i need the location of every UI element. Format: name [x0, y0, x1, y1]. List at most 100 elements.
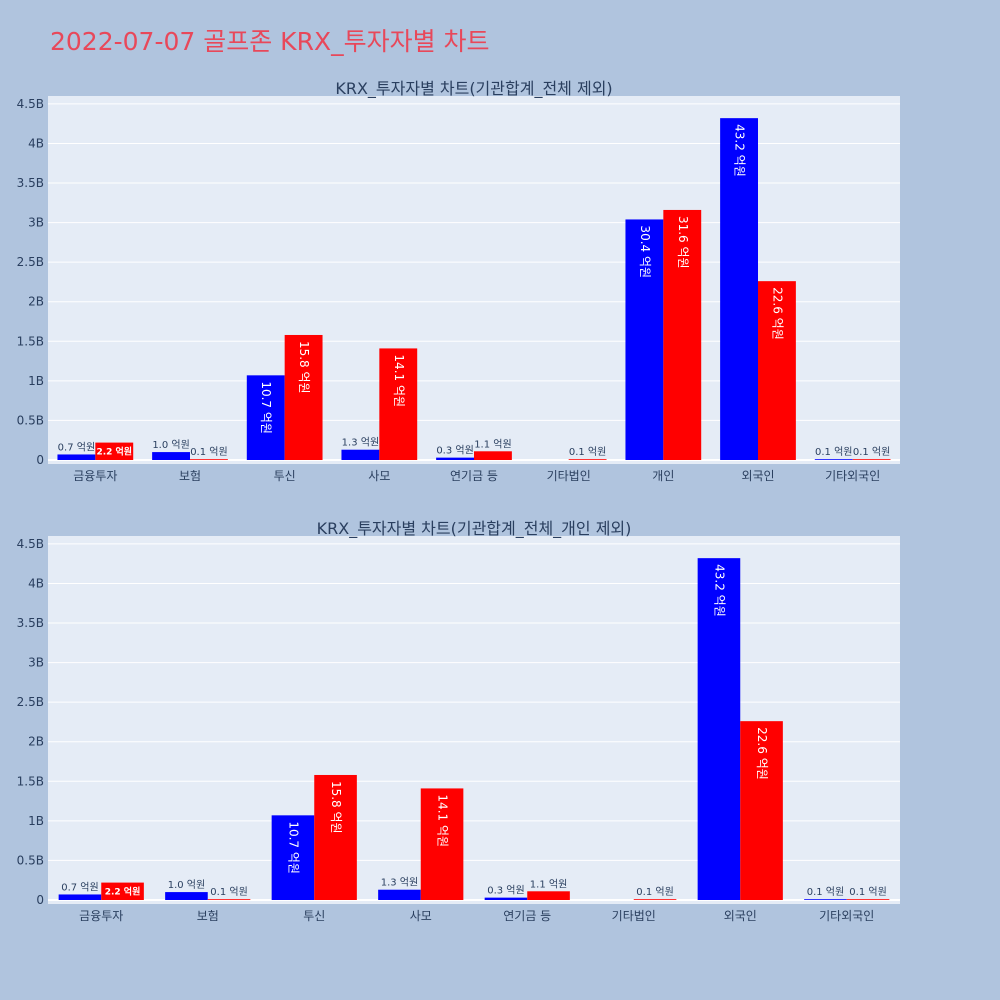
y-tick-label: 1B — [28, 814, 44, 828]
bar — [379, 348, 418, 460]
data-label: 31.6 억원 — [676, 216, 690, 269]
data-label: 15.8 억원 — [329, 781, 343, 834]
y-tick-label: 3B — [28, 656, 44, 670]
data-label: 0.1 억원 — [853, 446, 890, 458]
data-label: 0.1 억원 — [849, 886, 886, 898]
bar — [633, 899, 677, 900]
x-tick-label: 투신 — [274, 469, 296, 483]
y-tick-label: 4.5B — [17, 537, 44, 551]
bar — [341, 449, 380, 460]
data-label: 1.3 억원 — [381, 877, 418, 889]
bar — [484, 897, 528, 900]
data-label: 0.1 억원 — [636, 886, 673, 898]
y-tick-label: 4B — [28, 576, 44, 590]
data-label: 2.2 억원 — [96, 445, 132, 457]
x-tick-label: 금융투자 — [79, 909, 123, 923]
y-tick-label: 1B — [28, 374, 44, 388]
y-tick-label: 4.5B — [17, 97, 44, 111]
y-tick-label: 2B — [28, 735, 44, 749]
bar — [720, 118, 758, 460]
data-label: 0.7 억원 — [58, 441, 95, 453]
bar — [474, 451, 512, 460]
data-label: 43.2 억원 — [733, 124, 747, 177]
data-label: 10.7 억원 — [286, 821, 300, 874]
data-label: 0.3 억원 — [436, 445, 473, 457]
y-tick-label: 2.5B — [17, 695, 44, 709]
data-label: 0.1 억원 — [815, 446, 852, 458]
bar — [58, 894, 102, 900]
data-label: 22.6 억원 — [755, 727, 769, 780]
data-label: 0.1 억원 — [210, 886, 247, 898]
x-tick-label: 기타법인 — [547, 469, 591, 483]
chart-title: KRX_투자자별 차트(기관합계_전체_개인 제외) — [317, 519, 632, 539]
y-tick-label: 3.5B — [17, 176, 44, 190]
y-tick-label: 0.5B — [17, 853, 44, 867]
x-tick-label: 사모 — [368, 469, 390, 483]
data-label: 0.1 억원 — [190, 446, 227, 458]
bar — [740, 721, 783, 900]
x-tick-label: 연기금 등 — [450, 469, 498, 483]
x-tick-label: 투신 — [303, 909, 325, 923]
y-tick-label: 1.5B — [17, 334, 44, 348]
bar — [758, 281, 796, 460]
y-tick-label: 0 — [36, 453, 44, 467]
bar — [804, 899, 847, 900]
bar — [625, 219, 664, 460]
bar — [284, 334, 323, 460]
bar — [57, 454, 96, 460]
x-tick-label: 기타외국인 — [825, 469, 880, 483]
data-label: 0.1 억원 — [569, 446, 606, 458]
data-label: 0.7 억원 — [61, 881, 98, 893]
data-label: 1.1 억원 — [474, 438, 511, 450]
chart-investor-all: 0 0.5B 1B 1.5B 2B 2.5B 3B 3.5B 4B 4.5B KRX_투자자별 차트… — [17, 79, 900, 483]
data-label: 22.6 억원 — [770, 287, 784, 340]
bar — [190, 459, 228, 460]
data-label: 1.0 억원 — [168, 879, 205, 891]
y-tick-label: 0 — [36, 893, 44, 907]
y-tick-label: 2B — [28, 295, 44, 309]
data-label: 1.3 억원 — [342, 437, 379, 449]
bar — [271, 815, 315, 900]
chart-title: KRX_투자자별 차트(기관합계_전체 제외) — [335, 79, 612, 99]
y-tick-label: 1.5B — [17, 774, 44, 788]
bar — [152, 452, 190, 460]
data-label: 30.4 억원 — [638, 225, 652, 278]
page-title: 2022-07-07 골프존 KRX_투자자별 차트 — [50, 27, 490, 56]
bar — [101, 882, 144, 900]
bar — [314, 774, 357, 900]
bar — [568, 459, 607, 460]
y-tick-label: 2.5B — [17, 255, 44, 269]
data-label: 1.1 억원 — [530, 878, 567, 890]
bar — [527, 891, 570, 900]
x-tick-label: 개인 — [652, 469, 674, 483]
data-label: 0.1 억원 — [807, 886, 844, 898]
bar — [95, 442, 134, 460]
x-tick-label: 연기금 등 — [503, 909, 551, 923]
y-tick-label: 3.5B — [17, 616, 44, 630]
bar — [165, 892, 208, 900]
data-label: 14.1 억원 — [436, 794, 450, 847]
data-label: 0.3 억원 — [487, 885, 524, 897]
y-tick-label: 3B — [28, 216, 44, 230]
bar — [436, 457, 474, 460]
data-label: 43.2 억원 — [712, 564, 726, 617]
bar — [246, 375, 285, 460]
x-tick-label: 기타법인 — [612, 909, 656, 923]
x-tick-label: 보험 — [179, 469, 201, 483]
bar — [814, 459, 853, 460]
bar — [852, 459, 891, 460]
bar — [378, 889, 421, 900]
data-label: 14.1 억원 — [392, 354, 406, 407]
x-tick-label: 외국인 — [741, 469, 774, 483]
x-tick-label: 보험 — [197, 909, 219, 923]
data-label: 10.7 억원 — [259, 381, 273, 434]
data-label: 2.2 억원 — [105, 885, 141, 897]
y-tick-label: 0.5B — [17, 413, 44, 427]
bar — [697, 558, 741, 900]
bar — [420, 788, 464, 900]
data-label: 15.8 억원 — [297, 341, 311, 394]
bar — [846, 899, 890, 900]
x-tick-label: 기타외국인 — [819, 909, 874, 923]
x-tick-label: 사모 — [410, 909, 432, 923]
